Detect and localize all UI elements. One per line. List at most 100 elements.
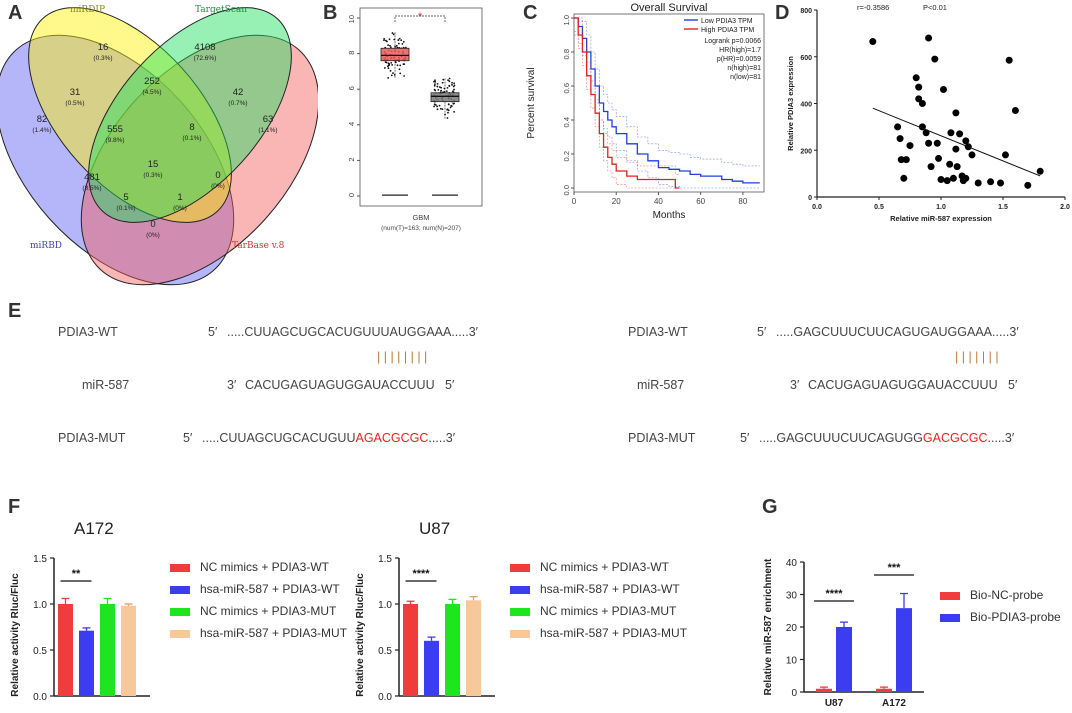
jitter-point (441, 81, 444, 84)
jitter-point (442, 78, 445, 81)
venn-label-mirdip: miRDIP (70, 5, 105, 15)
venn-region-percent: (8.5%) (82, 185, 101, 192)
plot-frame (573, 13, 765, 193)
jitter-point (384, 67, 386, 69)
legend-label: Low PDIA3 TPM (701, 18, 753, 25)
legend-g-label-1: Bio-NC-probe (970, 588, 1044, 602)
mut-label-right: PDIA3-MUT (628, 431, 696, 445)
venn-region-percent: (4.5%) (142, 89, 161, 96)
mir-label-right: miR-587 (637, 378, 685, 392)
bar-chart-a172: A172 0.0 0.5 1.0 1.5 Relative activity Rluc/F… (10, 519, 150, 703)
jitter-point (386, 40, 388, 43)
x-tick-label: 0.5 (874, 204, 884, 211)
venn-region-percent: (0.7%) (228, 100, 247, 107)
y-tick-label: 0.0 (378, 692, 392, 703)
legend-f1-item: NC mimics + PDIA3-MUT (170, 604, 336, 618)
scatter-point (896, 135, 904, 143)
scatter-point (927, 163, 935, 171)
annotation-r: r=-0.3586 (857, 3, 889, 12)
legend-f1-label-2: hsa-miR-587 + PDIA3-WT (200, 582, 340, 596)
x-tick-label: 1.0 (936, 204, 946, 211)
y-tick-label: 0.8 (562, 49, 571, 59)
jitter-point (439, 107, 442, 110)
jitter-point (448, 80, 451, 83)
legend-stat: p(HR)=0.0059 (717, 56, 761, 63)
venn-regions: 16 (0.3%) 4108 (72.6%) 82 (1.4%) 63 (1.1%) 252 (4… (32, 42, 277, 239)
bar (100, 604, 115, 696)
y-tick-label: 8 (347, 51, 356, 55)
jitter-point (450, 105, 453, 108)
jitter-point (395, 44, 398, 47)
jitter-point (436, 85, 439, 88)
scatter-point (987, 178, 995, 186)
wt-5prime-right: 5′ (757, 325, 767, 339)
venn-region-percent: (0.5%) (65, 100, 84, 107)
scatter-point (918, 100, 926, 107)
mut-seq-left-pre: .....CUUAGCUGCACUGUU (202, 431, 356, 445)
pairing-lines-left: | | | | | | | | (377, 350, 428, 364)
bar (424, 640, 439, 696)
legend-swatch (510, 563, 530, 572)
scatter-point (1011, 107, 1019, 115)
y-tick-label: 0.4 (562, 117, 571, 127)
legend-f2-label-3: NC mimics + PDIA3-MUT (540, 604, 677, 618)
venn-diagram: miRDIP TargetScan miRBD TarBase v.8 16 (0… (0, 5, 318, 286)
y-tick-label: 600 (800, 55, 812, 62)
scatter-point (937, 175, 945, 183)
venn-region-count: 82 (37, 114, 48, 125)
mut-seq-left-post: .....3′ (428, 431, 456, 445)
venn-region-count: 42 (233, 87, 244, 98)
venn-region-percent: (0%) (173, 205, 187, 212)
legend-swatch (170, 563, 190, 572)
significance-stars: *** (888, 562, 902, 574)
scatter-point (915, 83, 923, 91)
wt-label-left: PDIA3-WT (58, 325, 118, 339)
bar (816, 688, 832, 692)
scatter-point (915, 95, 923, 103)
legend-f2-item: hsa-miR-587 + PDIA3-WT (510, 582, 680, 596)
bar (466, 600, 481, 696)
chart-title: A172 (74, 519, 114, 538)
jitter-point (433, 88, 436, 91)
scatter-point (925, 34, 933, 42)
x-tick-label: 0 (572, 197, 577, 206)
scatter-point (897, 156, 905, 164)
y-tick-label: 30 (786, 591, 798, 602)
significance-star: * (418, 11, 423, 23)
jitter-point (397, 42, 400, 45)
scatter-point (947, 129, 955, 137)
jitter-point (453, 111, 456, 113)
jitter-point (447, 79, 449, 82)
legend-stat: Logrank p=0.0066 (704, 38, 761, 45)
jitter-point (383, 37, 386, 40)
bar (445, 604, 460, 696)
jitter-point (398, 68, 401, 71)
x-tick-label: 1.5 (998, 204, 1008, 211)
jitter-point (452, 85, 455, 88)
jitter-point (436, 108, 439, 111)
y-tick-label: 0.0 (562, 185, 571, 195)
legend-f2-item: NC mimics + PDIA3-WT (510, 560, 669, 574)
jitter-point (394, 61, 397, 64)
venn-region-percent: (0%) (211, 183, 225, 190)
legend-stat: n(high)=81 (727, 65, 761, 72)
scatter-point (968, 151, 976, 159)
jitter-point (438, 104, 441, 107)
mut-seq-right-pre: .....GAGCUUUCUUCAGUGG (759, 431, 923, 445)
legend-swatch (170, 607, 190, 616)
venn-region-percent: (0.3%) (143, 172, 162, 179)
bar (896, 608, 912, 692)
survival-ci-lower (574, 31, 680, 189)
scatter-point (949, 174, 957, 182)
jitter-point (434, 80, 437, 83)
panel-label-b: B (323, 2, 338, 24)
survival-curve-low (574, 17, 760, 184)
jitter-point (403, 75, 406, 77)
y-axis-label: Relative activity Rluc/Fluc (10, 573, 21, 697)
jitter-point (393, 38, 396, 41)
wt-label-right: PDIA3-WT (628, 325, 688, 339)
x-tick-label: 20 (612, 197, 621, 206)
jitter-point (446, 86, 449, 89)
legend-f2-label-2: hsa-miR-587 + PDIA3-WT (540, 582, 680, 596)
jitter-point (453, 82, 456, 85)
